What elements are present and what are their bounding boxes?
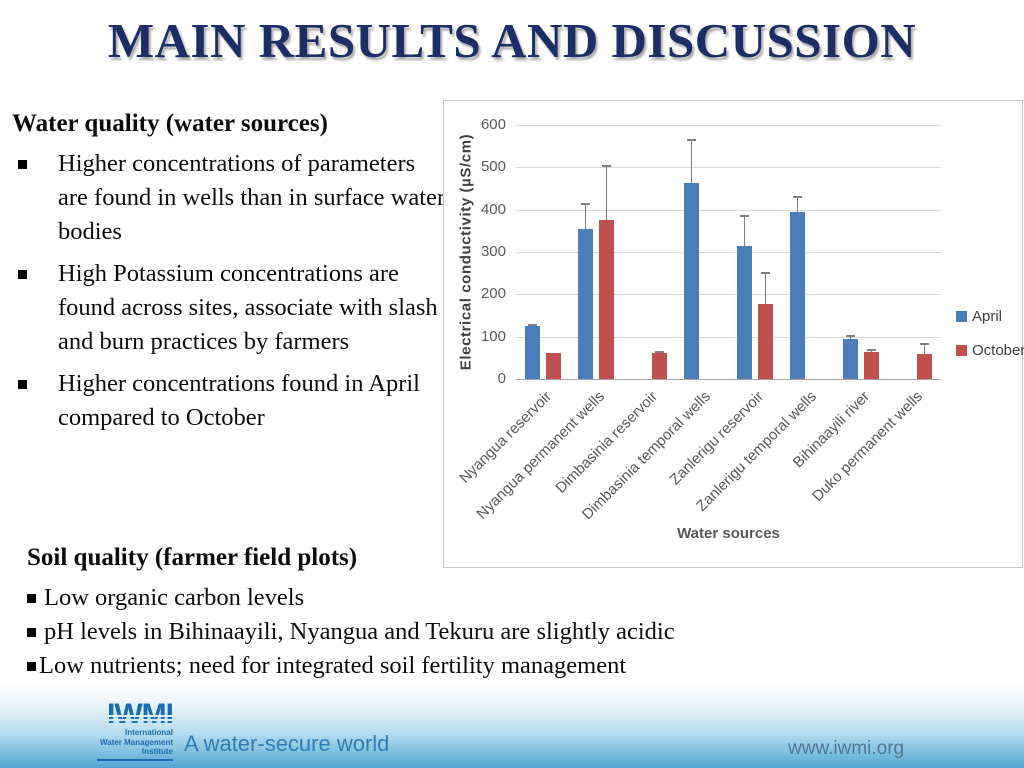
bar-october [917,354,933,379]
bar-october [598,220,614,379]
legend-label: April [972,308,1003,325]
error-bar [605,165,607,221]
bullet-item: Low nutrients; need for integrated soil … [25,649,825,683]
error-bar [584,203,586,229]
bullet-text: Low nutrients; need for integrated soil … [39,652,627,680]
error-bar [797,196,799,212]
bar-april [843,338,859,379]
bar-april [683,183,699,379]
bullet-square-icon [18,270,27,280]
gridline [516,125,941,126]
iwmi-logo-subtext: International Water Management Institute [97,728,173,761]
soil-quality-bullet-list: Low organic carbon levels pH levels in B… [25,581,825,683]
water-quality-section: Water quality (water sources) Higher con… [10,110,452,443]
y-tick-label: 600 [480,116,506,133]
error-bar-cap [761,272,771,275]
y-tick-label: 300 [480,243,506,260]
footer-band: IWMI International Water Management Inst… [0,683,1024,768]
gridline [516,252,941,253]
bullet-square-icon [27,628,36,638]
iwmi-logo-wordmark: IWMI [97,701,173,728]
water-quality-heading: Water quality (water sources) [12,110,328,137]
error-bar-cap [867,349,877,352]
legend-item: October [956,342,1024,359]
bullet-text: pH levels in Bihinaayili, Nyangua and Te… [44,618,675,646]
error-bar [765,272,767,305]
y-tick-label: 0 [497,370,506,387]
bullet-text: Higher concentrations found in April com… [58,370,420,432]
y-tick-label: 200 [480,285,506,303]
error-bar [744,214,746,246]
bullet-item: pH levels in Bihinaayili, Nyangua and Te… [25,615,825,649]
slide-title: MAIN RESULTS AND DISCUSSION [107,13,917,68]
error-bar-cap [527,323,537,326]
legend-item: April [956,308,1024,325]
error-bar [690,138,692,184]
gridline [516,294,941,296]
bar-april [524,326,540,379]
error-bar-cap [920,343,930,346]
error-bar-cap [686,138,696,141]
error-bar-cap [740,214,750,217]
bullet-square-icon [18,380,27,390]
chart-plot [516,125,941,380]
bar-october [545,352,561,379]
gridline [516,209,941,211]
bullet-square-icon [18,160,27,169]
y-tick-label: 100 [480,327,506,345]
y-tick-label: 500 [480,158,506,176]
gridline [516,167,941,169]
error-bar [850,334,852,339]
logo-sub-line: Water Management [99,737,173,747]
gridline [516,336,941,338]
bullet-item: High Potassium concentrations are found … [10,257,452,359]
chart-x-axis-title: Water sources [677,525,780,542]
soil-quality-section: Soil quality (farmer field plots) Low or… [25,544,825,683]
bullet-square-icon [27,594,36,603]
logo-tagline: A water-secure world [184,731,390,756]
bar-october [758,304,774,379]
x-axis-line [516,379,941,380]
bar-april [790,211,806,379]
chart-legend: April October [956,308,1024,376]
bar-april [577,228,593,379]
y-tick-label: 400 [480,200,506,218]
bullet-item: Higher concentrations found in April com… [10,367,452,435]
error-bar [924,343,926,355]
bullet-text: Low organic carbon levels [44,584,305,611]
logo-sub-line: Institute [141,747,173,757]
iwmi-logo: IWMI International Water Management Inst… [97,701,173,761]
bar-october [651,352,667,379]
bar-april [737,245,753,379]
error-bar-cap [793,196,803,199]
bullet-square-icon [27,662,36,672]
bullet-item: Higher concentrations of parameters are … [10,147,452,249]
error-bar-cap [580,203,590,206]
legend-label: October [972,342,1024,359]
error-bar-cap [846,334,856,337]
bar-october [864,352,880,379]
error-bar-cap [654,351,664,354]
legend-swatch-icon [956,311,967,322]
error-bar-cap [601,165,611,168]
soil-quality-heading: Soil quality (farmer field plots) [27,544,358,571]
legend-swatch-icon [956,345,967,356]
bullet-text: Higher concentrations of parameters are … [58,150,446,246]
logo-sub-line: International [124,728,173,737]
chart-panel: Electrical conductivity (µS/cm) Water so… [443,100,1024,568]
water-quality-bullet-list: Higher concentrations of parameters are … [10,147,452,435]
bullet-text: High Potassium concentrations are found … [58,260,438,356]
bullet-item: Low organic carbon levels [25,581,825,615]
website-url: www.iwmi.org [788,738,905,759]
